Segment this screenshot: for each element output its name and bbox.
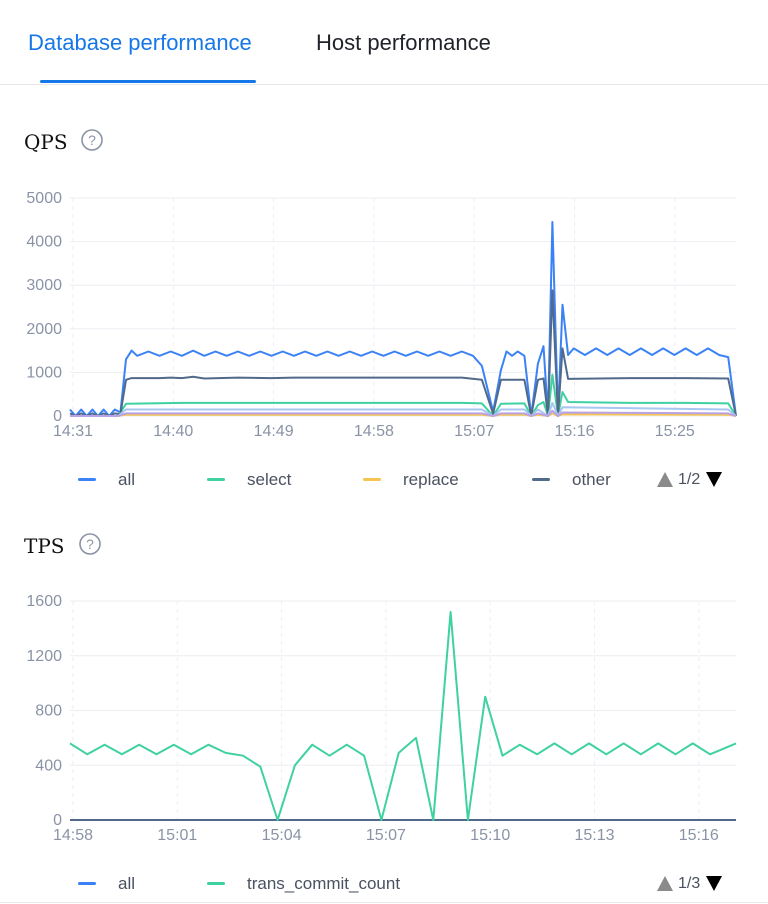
x-tick-label: 15:25: [655, 423, 695, 440]
tab-database-performance[interactable]: Database performance: [28, 30, 252, 55]
tab-host-performance[interactable]: Host performance: [316, 30, 491, 55]
y-tick-label: 4000: [26, 234, 62, 251]
y-tick-label: 0: [53, 408, 62, 425]
y-tick-label: 1600: [26, 593, 62, 610]
legend-page-up-icon[interactable]: [657, 472, 673, 487]
legend-page-down-icon[interactable]: [706, 472, 722, 487]
series-line-other: [69, 289, 737, 417]
tps-chart: 0 400 800 1200 1600 14:58 15:01 15:04 15:07 15:10…: [26, 593, 737, 844]
y-tick-label: 400: [35, 757, 62, 774]
x-tick-label: 15:07: [366, 827, 406, 844]
y-tick-label: 2000: [26, 321, 62, 338]
divider: [0, 902, 768, 903]
x-tick-label: 14:58: [53, 827, 93, 844]
legend-label: all: [118, 470, 136, 489]
x-tick-label: 15:10: [470, 827, 510, 844]
svg-text:?: ?: [88, 132, 96, 148]
series-line-select: [70, 373, 737, 417]
tps-title: TPS: [24, 534, 65, 558]
x-tick-label: 15:07: [454, 423, 494, 440]
svg-text:?: ?: [86, 536, 94, 552]
y-tick-label: 0: [53, 812, 62, 829]
legend-page-down-icon[interactable]: [706, 876, 722, 891]
legend-swatch: [532, 478, 550, 481]
legend-label: trans_commit_count: [247, 874, 401, 893]
qps-chart: 0 1000 2000 3000 4000 5000 14:31 14:40 14:49 14:5…: [26, 190, 737, 440]
legend-label: other: [572, 470, 611, 489]
tab-bar: Database performance Host performance: [0, 0, 768, 85]
legend-page-indicator: 1/3: [678, 875, 701, 892]
question-circle-icon[interactable]: ?: [81, 129, 103, 151]
series-line-trans-commit-count: [69, 611, 737, 821]
y-tick-label: 3000: [26, 277, 62, 294]
x-tick-label: 15:16: [679, 827, 719, 844]
series-line: [70, 409, 737, 417]
x-tick-label: 15:16: [554, 423, 594, 440]
y-tick-label: 1000: [26, 364, 62, 381]
x-tick-label: 14:58: [354, 423, 394, 440]
legend-label: all: [118, 874, 136, 893]
legend-swatch: [207, 882, 225, 885]
x-tick-label: 14:49: [254, 423, 294, 440]
x-tick-label: 14:31: [53, 423, 93, 440]
x-tick-label: 15:13: [574, 827, 614, 844]
active-tab-indicator: [40, 80, 256, 83]
qps-title: QPS: [24, 130, 68, 154]
x-tick-label: 15:01: [157, 827, 197, 844]
x-tick-label: 14:40: [153, 423, 193, 440]
legend-page-indicator: 1/2: [678, 471, 701, 488]
series-line-all: [69, 221, 737, 417]
legend-swatch: [78, 478, 96, 481]
legend-label: select: [247, 470, 292, 489]
y-tick-label: 5000: [26, 190, 62, 207]
legend-swatch: [207, 478, 225, 481]
question-circle-icon[interactable]: ?: [79, 533, 101, 555]
legend-label: replace: [403, 470, 459, 489]
legend-swatch: [78, 882, 96, 885]
x-tick-label: 15:04: [262, 827, 302, 844]
y-tick-label: 800: [35, 703, 62, 720]
legend-swatch: [363, 478, 381, 481]
y-tick-label: 1200: [26, 648, 62, 665]
legend-page-up-icon[interactable]: [657, 876, 673, 891]
